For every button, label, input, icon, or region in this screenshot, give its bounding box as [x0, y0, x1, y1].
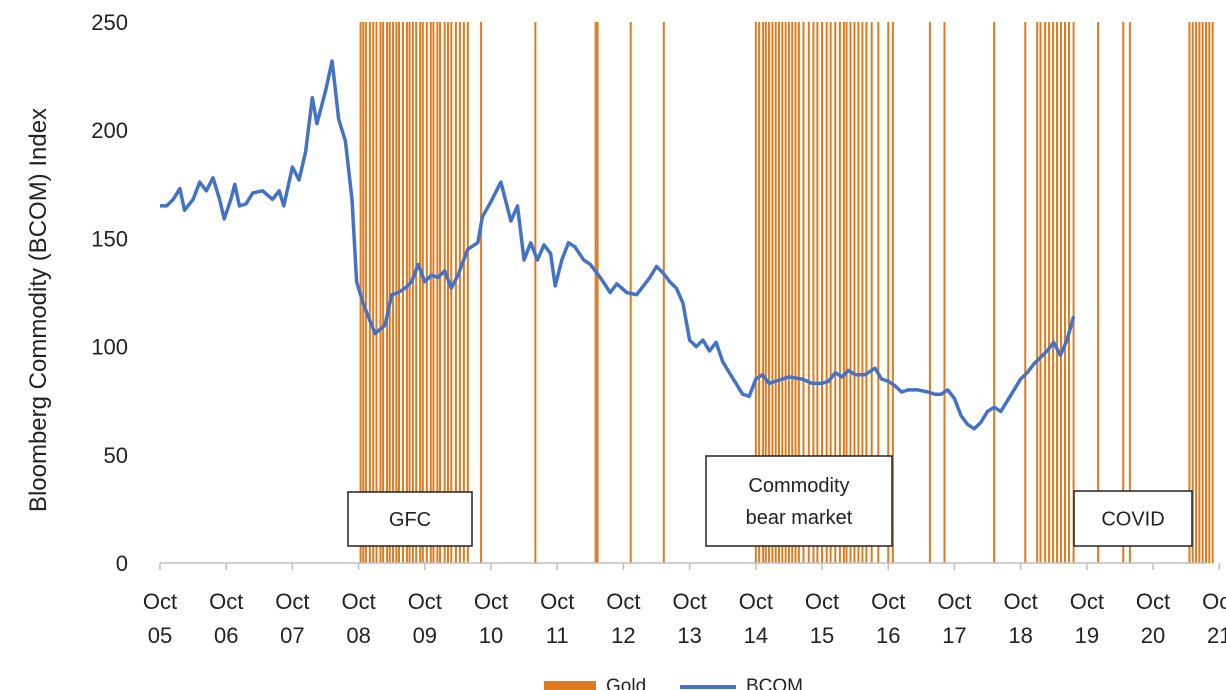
x-tick-label-year: 12 [611, 623, 635, 648]
x-tick-label-month: Oct [805, 589, 839, 614]
x-tick-label-year: 07 [280, 623, 304, 648]
x-tick-label-month: Oct [209, 589, 243, 614]
x-tick-label-month: Oct [1004, 589, 1038, 614]
annotation-box [347, 491, 473, 547]
x-tick-label-month: Oct [1136, 589, 1170, 614]
y-axis-label: Bloomberg Commodity (BCOM) Index [25, 108, 52, 512]
y-tick-label: 0 [116, 551, 128, 576]
x-tick-label-month: Oct [937, 589, 971, 614]
annotation-commodity: Commodity bear market [705, 455, 893, 547]
bcom-line [160, 59, 1076, 431]
legend-label-gold: Gold [606, 676, 646, 690]
y-axis: 0 50 100 150 200 250 [91, 10, 128, 576]
annotation-text: bear market [746, 507, 853, 529]
legend-item-bcom: BCOM [680, 676, 803, 690]
x-tick-label-month: Oct [606, 589, 640, 614]
y-tick-label: 100 [91, 335, 128, 360]
y-tick-label: 200 [91, 118, 128, 143]
x-tick-label-year: 08 [346, 623, 370, 648]
legend-item-gold: Gold [544, 676, 646, 690]
x-tick-label-month: Oct [1202, 589, 1226, 614]
x-tick-label-month: Oct [1070, 589, 1104, 614]
x-tick-label-year: 06 [214, 623, 238, 648]
annotation-covid: COVID [1073, 490, 1193, 547]
x-tick-label-year: 09 [413, 623, 437, 648]
annotation-text: Commodity [748, 475, 849, 497]
annotation-text: GFC [389, 509, 431, 531]
x-tick-label-year: 19 [1075, 623, 1099, 648]
x-tick-label-year: 20 [1141, 623, 1165, 648]
annotation-box [705, 455, 893, 547]
x-tick-label-year: 18 [1008, 623, 1032, 648]
x-tick-label-month: Oct [739, 589, 773, 614]
y-tick-label: 50 [104, 443, 128, 468]
x-tick-label-month: Oct [540, 589, 574, 614]
bcom-series [160, 59, 1076, 431]
x-tick-label-month: Oct [474, 589, 508, 614]
x-tick-label-year: 10 [479, 623, 503, 648]
x-tick-label-year: 11 [546, 623, 569, 648]
y-tick-label: 250 [91, 10, 128, 35]
legend-label-bcom: BCOM [746, 676, 803, 690]
annotation-text: COVID [1101, 509, 1164, 531]
y-tick-label: 150 [91, 226, 128, 251]
x-tick-label-month: Oct [673, 589, 707, 614]
legend-swatch-gold [544, 681, 596, 690]
annotation-gfc: GFC [347, 491, 473, 547]
annotations: GFC Commodity bear market COVID [347, 455, 1193, 547]
x-tick-label-month: Oct [341, 589, 375, 614]
legend: Gold BCOM [544, 676, 803, 690]
x-tick-label-year: 21 [1207, 623, 1226, 648]
x-tick-label-month: Oct [871, 589, 905, 614]
x-axis: Oct 05 Oct 06 Oct 07 Oct 08 Oct 09 Oct 10 Oct 11 Oct 12… [143, 562, 1226, 648]
x-tick-label-year: 17 [942, 623, 966, 648]
x-tick-label-year: 14 [744, 623, 768, 648]
x-tick-label-year: 05 [148, 623, 172, 648]
annotation-box [1073, 490, 1193, 547]
x-tick-label-year: 16 [876, 623, 900, 648]
x-tick-label-year: 15 [810, 623, 834, 648]
x-tick-label-month: Oct [143, 589, 177, 614]
x-tick-label-month: Oct [408, 589, 442, 614]
x-tick-label-year: 13 [677, 623, 701, 648]
x-tick-label-month: Oct [275, 589, 309, 614]
